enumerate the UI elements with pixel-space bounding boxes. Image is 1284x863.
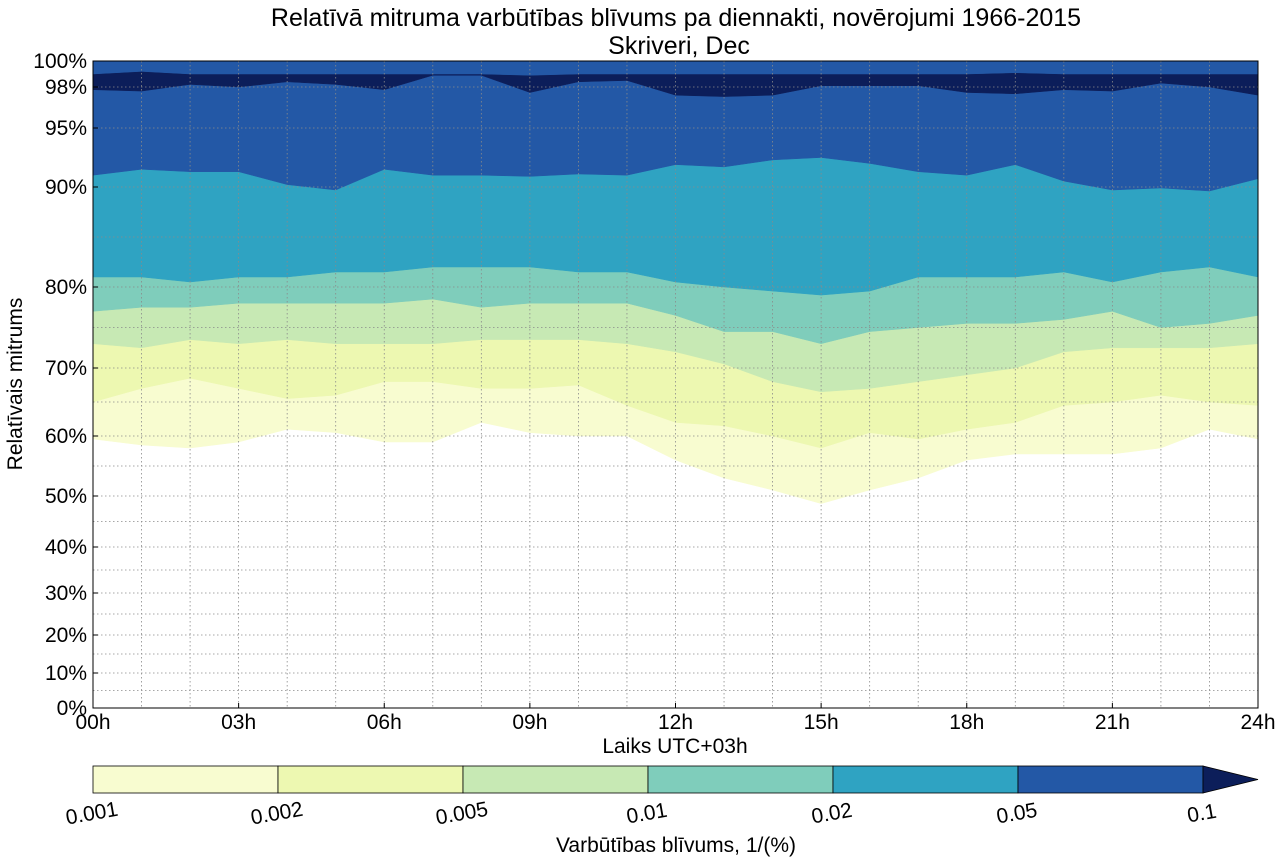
y-tick-label: 50% [45, 485, 87, 508]
y-tick-label: 98% [45, 76, 87, 99]
contour-band-top [92, 60, 1259, 76]
x-tick-label: 21h [1095, 711, 1130, 734]
y-tick-label: 40% [45, 536, 87, 559]
chart-subtitle: Skriveri, Dec [608, 32, 750, 60]
colorbar-tick-label: 0.1 [1185, 800, 1218, 828]
colorbar-label: Varbūtības blīvums, 1/(%) [556, 834, 796, 857]
colorbar-tick-label: 0.002 [249, 798, 305, 830]
x-tick-label: 18h [949, 711, 984, 734]
y-tick-label: 95% [45, 117, 87, 140]
y-tick-label: 0% [57, 697, 87, 720]
colorbar-segment [832, 765, 1019, 794]
x-axis-ticks: 00h 03h 06h 09h 12h 15h 18h 21h 24h [75, 703, 1276, 734]
x-tick-label: 03h [221, 711, 256, 734]
x-tick-label: 12h [658, 711, 693, 734]
colorbar-extend-tip [1202, 765, 1259, 794]
y-axis-ticks: 0% 10% 20% 30% 40% 50% 60% 70% 80% 90% 95% 98% 100% [33, 50, 98, 720]
colorbar-tick-label: 0.01 [625, 799, 669, 829]
colorbar [92, 765, 1259, 794]
x-tick-label: 06h [367, 711, 402, 734]
colorbar-tick-label: 0.05 [995, 799, 1039, 829]
colorbar-tick-label: 0.02 [810, 799, 854, 829]
x-tick-label: 09h [512, 711, 547, 734]
colorbar-tick-label: 0.005 [434, 798, 490, 830]
x-tick-label: 24h [1240, 711, 1275, 734]
y-tick-label: 20% [45, 624, 87, 647]
colorbar-segment [1017, 765, 1204, 794]
y-tick-label: 80% [45, 276, 87, 299]
colorbar-segment [647, 765, 834, 794]
colorbar-tick-label: 0.001 [64, 798, 120, 830]
y-tick-label: 10% [45, 662, 87, 685]
colorbar-tick-labels: 0.001 0.002 0.005 0.01 0.02 0.05 0.1 [64, 798, 1218, 830]
x-tick-label: 15h [804, 711, 839, 734]
y-tick-label: 70% [45, 357, 87, 380]
y-tick-label: 90% [45, 176, 87, 199]
x-tick-label: 00h [75, 711, 110, 734]
colorbar-segment [92, 765, 279, 794]
x-axis-label: Laiks UTC+03h [602, 735, 747, 758]
y-axis-label: Relatīvais mitrums [4, 298, 27, 471]
chart-title: Relatīvā mitruma varbūtības blīvums pa d… [271, 4, 1081, 32]
y-tick-label: 30% [45, 582, 87, 605]
colorbar-segment [277, 765, 464, 794]
y-tick-label: 60% [45, 425, 87, 448]
colorbar-segment [462, 765, 649, 794]
y-tick-label: 100% [33, 50, 87, 73]
